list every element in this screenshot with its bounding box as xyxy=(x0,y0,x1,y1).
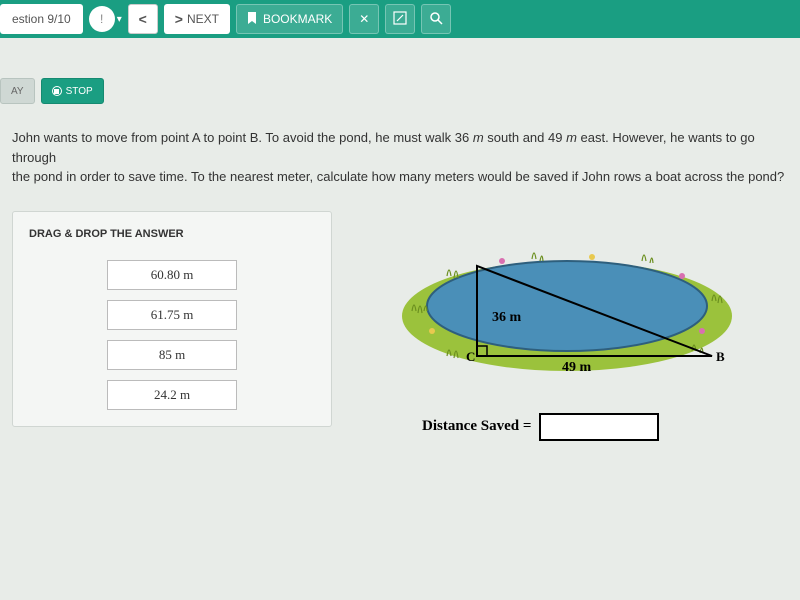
next-button[interactable]: > NEXT xyxy=(164,4,230,34)
chevron-down-icon: ▾ xyxy=(117,14,122,25)
distance-saved-row: Distance Saved = xyxy=(422,413,659,441)
answer-choice[interactable]: 85 m xyxy=(107,340,237,370)
pond-diagram: 36 m 49 m C B xyxy=(392,221,742,391)
search-icon xyxy=(429,11,443,28)
media-toolbar: AY STOP xyxy=(0,78,800,104)
content-area: John wants to move from point A to point… xyxy=(0,104,800,431)
distance-saved-label: Distance Saved = xyxy=(422,418,531,435)
close-icon: ✕ xyxy=(359,12,369,26)
close-button[interactable]: ✕ xyxy=(349,4,379,34)
next-label: NEXT xyxy=(187,12,219,26)
q-part: the pond in order to save time. To the n… xyxy=(12,169,784,184)
top-toolbar: estion 9/10 ! ▾ < > NEXT BOOKMARK ✕ xyxy=(0,0,800,38)
leg-vertical-label: 36 m xyxy=(492,310,522,325)
q-part: south and xyxy=(484,130,548,145)
chevron-left-icon: < xyxy=(139,11,147,27)
question-text: John wants to move from point A to point… xyxy=(12,128,788,187)
q-part: John wants to move from point A to point… xyxy=(12,130,455,145)
q-unit: m xyxy=(469,130,483,145)
notes-button[interactable] xyxy=(385,4,415,34)
play-button[interactable]: AY xyxy=(0,78,35,104)
bookmark-label: BOOKMARK xyxy=(263,12,332,26)
answer-choice[interactable]: 60.80 m xyxy=(107,260,237,290)
answer-panel: DRAG & DROP THE ANSWER 60.80 m 61.75 m 8… xyxy=(12,211,332,427)
vertex-b: B xyxy=(716,349,725,364)
bookmark-icon xyxy=(247,12,257,27)
q-val-east: 49 xyxy=(548,130,562,145)
answer-choice[interactable]: 24.2 m xyxy=(107,380,237,410)
stop-button[interactable]: STOP xyxy=(41,78,104,104)
alert-icon: ! xyxy=(89,6,115,32)
chevron-right-icon: > xyxy=(175,11,183,27)
q-unit: m xyxy=(562,130,576,145)
distance-saved-dropzone[interactable] xyxy=(539,413,659,441)
choices-list: 60.80 m 61.75 m 85 m 24.2 m xyxy=(29,260,315,410)
q-val-south: 36 xyxy=(455,130,469,145)
vertex-c: C xyxy=(466,349,475,364)
stop-label: STOP xyxy=(66,86,93,97)
figure-area: 36 m 49 m C B Distance Saved = xyxy=(352,211,788,431)
answer-panel-title: DRAG & DROP THE ANSWER xyxy=(29,228,315,240)
prev-button[interactable]: < xyxy=(128,4,158,34)
bookmark-button[interactable]: BOOKMARK xyxy=(236,4,343,34)
answer-choice[interactable]: 61.75 m xyxy=(107,300,237,330)
search-button[interactable] xyxy=(421,4,451,34)
leg-horizontal-label: 49 m xyxy=(562,360,592,375)
stop-icon xyxy=(52,86,62,96)
question-indicator: estion 9/10 xyxy=(0,4,83,34)
work-area: DRAG & DROP THE ANSWER 60.80 m 61.75 m 8… xyxy=(12,211,788,431)
notes-icon xyxy=(393,11,407,28)
alert-dropdown[interactable]: ! ▾ xyxy=(89,6,122,32)
